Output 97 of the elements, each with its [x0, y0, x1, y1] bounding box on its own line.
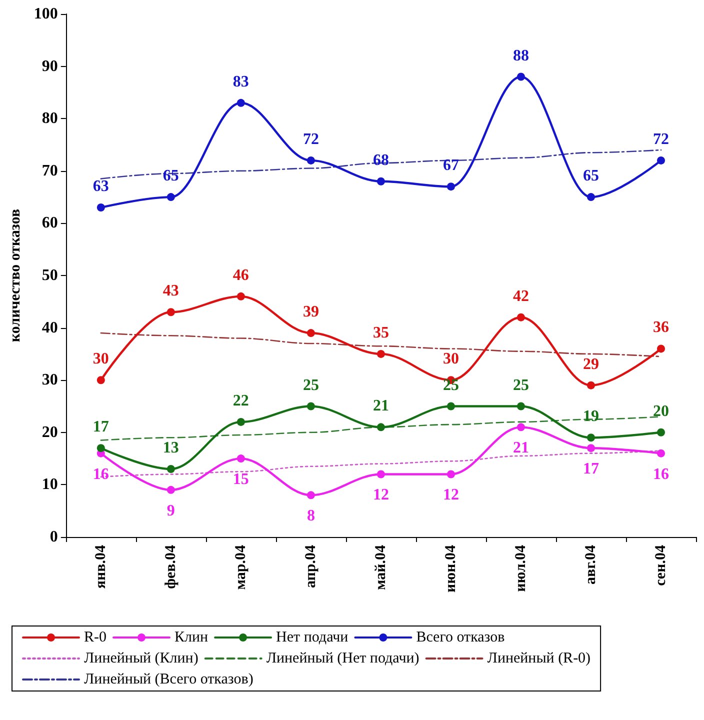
point — [306, 491, 315, 500]
x-tick-label: мар.04 — [232, 544, 249, 590]
data-label: 35 — [372, 324, 389, 342]
y-tick-label: 20 — [42, 424, 58, 441]
point — [516, 402, 525, 410]
point — [446, 470, 455, 478]
point — [586, 381, 595, 390]
data-label: 72 — [652, 130, 669, 148]
point — [657, 428, 665, 436]
legend-label: Нет подачи — [276, 630, 348, 646]
data-label: 12 — [372, 486, 389, 504]
point — [376, 470, 385, 478]
y-tick-label: 0 — [50, 528, 58, 546]
legend-label: Линейный (Нет подачи) — [266, 650, 420, 666]
data-label: 12 — [442, 486, 459, 504]
x-tick-label: апр.04 — [302, 544, 319, 588]
point — [376, 423, 385, 432]
point — [166, 465, 175, 474]
line-series — [100, 149, 662, 180]
y-tick-label: 50 — [42, 267, 58, 284]
point — [376, 350, 385, 358]
point — [516, 423, 525, 432]
point — [96, 204, 105, 212]
y-tick-label: 70 — [42, 162, 58, 180]
point — [236, 454, 245, 463]
data-label: 63 — [92, 178, 109, 196]
legend-label: Всего отказов — [416, 630, 505, 646]
y-tick-label: 60 — [42, 214, 58, 232]
legend-label: Линейный (Всего отказов) — [84, 672, 254, 688]
data-label: 67 — [442, 157, 459, 174]
point — [516, 72, 525, 81]
data-label: 83 — [232, 73, 249, 90]
y-axis-title: количество отказов — [8, 208, 24, 342]
point — [96, 444, 105, 452]
point — [236, 98, 245, 107]
data-label: 21 — [512, 440, 529, 457]
data-label: 25 — [302, 376, 319, 394]
point — [306, 329, 315, 338]
data-label: 16 — [652, 466, 669, 483]
y-tick-label: 40 — [42, 319, 58, 336]
data-label: 22 — [232, 392, 249, 410]
x-tick-label: июн.04 — [442, 544, 459, 592]
data-label: 46 — [232, 266, 249, 284]
y-tick-label: 10 — [42, 476, 58, 494]
point — [376, 177, 385, 186]
x-tick-label: июл.04 — [512, 544, 529, 592]
point — [306, 402, 315, 410]
point — [516, 313, 525, 322]
x-tick-label: сен.04 — [652, 544, 669, 586]
point — [306, 156, 315, 164]
point — [166, 193, 175, 202]
data-label: 65 — [582, 168, 599, 185]
x-tick-label: янв.04 — [92, 544, 109, 589]
point — [657, 344, 665, 353]
point — [166, 308, 175, 316]
legend-label: R-0 — [84, 630, 106, 646]
data-label: 15 — [232, 471, 249, 488]
x-tick-label: авг.04 — [582, 544, 599, 584]
data-label: 29 — [582, 356, 599, 373]
point — [586, 193, 595, 202]
data-label: 13 — [162, 440, 179, 457]
point — [236, 292, 245, 300]
y-tick-label: 30 — [42, 372, 58, 389]
point — [446, 182, 455, 191]
data-label: 36 — [652, 319, 669, 336]
legend-label: Линейный (R-0) — [487, 650, 591, 666]
legend-label: Клин — [174, 630, 208, 646]
data-label: 25 — [442, 376, 459, 394]
point — [96, 376, 105, 384]
point — [586, 434, 595, 442]
data-label: 30 — [442, 350, 459, 368]
legend-label: Линейный (Клин) — [84, 650, 198, 666]
y-tick-label: 90 — [42, 58, 58, 75]
data-label: 8 — [306, 508, 315, 525]
data-label: 39 — [302, 304, 319, 321]
data-label: 21 — [372, 398, 389, 415]
y-tick-label: 100 — [34, 6, 58, 22]
data-label: 42 — [512, 288, 529, 305]
data-label: 25 — [512, 376, 529, 394]
data-label: 88 — [512, 47, 529, 64]
data-label: 30 — [92, 350, 109, 368]
data-label: 43 — [162, 282, 179, 300]
point — [236, 418, 245, 426]
point — [657, 156, 665, 164]
data-label: 17 — [92, 418, 109, 436]
data-label: 17 — [582, 460, 599, 478]
x-tick-label: фев.04 — [162, 544, 179, 589]
data-label: 16 — [92, 466, 109, 483]
point — [166, 486, 175, 494]
point — [586, 444, 595, 452]
y-tick-label: 80 — [42, 110, 58, 128]
data-label: 20 — [652, 402, 669, 420]
point — [657, 449, 665, 458]
point — [446, 402, 455, 410]
data-label: 9 — [166, 502, 175, 520]
x-tick-label: май.04 — [372, 544, 389, 590]
data-label: 72 — [302, 130, 319, 148]
